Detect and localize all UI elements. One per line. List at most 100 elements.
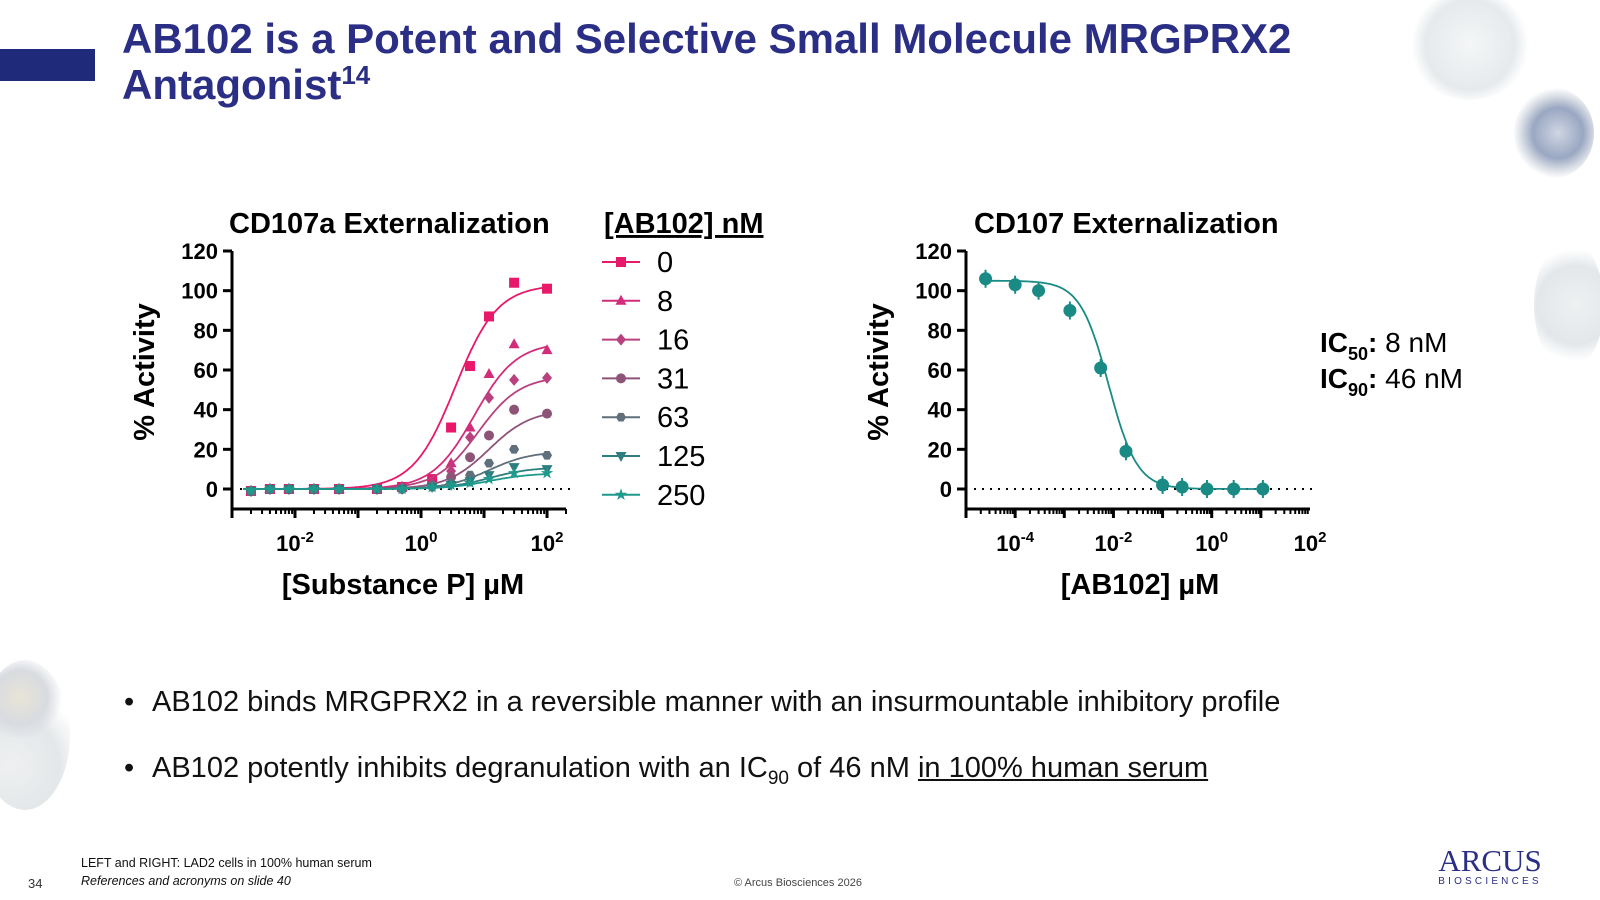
legend-label-125: 125: [657, 441, 705, 473]
right-point: [1156, 478, 1170, 492]
legend-marker-31: [616, 373, 626, 384]
right-y-tick-label: 0: [940, 477, 952, 502]
left-point-250: [395, 482, 409, 495]
bullet-list: • AB102 binds MRGPRX2 in a reversible man…: [118, 682, 1538, 814]
left-y-tick-label: 40: [194, 398, 218, 423]
legend-marker-250: [614, 488, 628, 501]
right-point: [1094, 361, 1108, 375]
left-y-tick-label: 80: [194, 318, 218, 343]
left-point-0: [484, 311, 495, 322]
cell-illustration-left: [0, 660, 70, 810]
left-point-63: [542, 450, 553, 460]
right-y-tick-label: 120: [915, 239, 952, 264]
logo-wordmark: ARCUS: [1438, 843, 1542, 878]
right-point: [1008, 278, 1022, 292]
right-point: [1256, 482, 1270, 496]
logo-subtitle: BIOSCIENCES: [1438, 876, 1542, 887]
right-x-tick-label: 10-4: [996, 529, 1034, 556]
left-point-63: [509, 445, 520, 454]
left-point-16: [484, 391, 495, 404]
left-point-8: [483, 367, 495, 378]
legend-label-0: 0: [657, 247, 673, 279]
left-chart-plot: [243, 277, 554, 497]
right-point: [979, 272, 993, 286]
left-chart-xlabel: [Substance P] µM: [282, 569, 524, 601]
right-point: [1227, 482, 1241, 496]
left-point-250: [444, 478, 458, 491]
right-chart-xlabel: [AB102] µM: [1061, 569, 1220, 601]
left-point-250: [307, 482, 321, 495]
right-fit-curve: [980, 279, 1263, 490]
right-point: [1119, 444, 1133, 458]
left-fit-curve-16: [243, 379, 548, 490]
legend-label-16: 16: [657, 325, 689, 357]
left-point-0: [465, 361, 476, 372]
left-point-250: [370, 482, 384, 495]
left-point-16: [509, 373, 520, 386]
left-point-250: [244, 484, 258, 497]
legend-label-31: 31: [657, 363, 689, 395]
left-chart-axes: 0 20 40 60 80 100 120 10-2 100 102: [181, 239, 572, 556]
legend-label-250: 250: [657, 480, 705, 512]
left-legend-title: [AB102] nM: [604, 208, 764, 240]
left-point-8: [445, 457, 457, 468]
left-point-31: [465, 452, 476, 463]
bullet-2-text-mid: of 46 nM: [788, 752, 918, 784]
left-point-0: [542, 283, 553, 294]
left-fit-curve-0: [243, 286, 548, 490]
bullet-item-2: • AB102 potently inhibits degranulation w…: [124, 752, 1209, 789]
legend-marker-63: [616, 412, 626, 422]
title-reference-superscript: 14: [341, 60, 371, 90]
legend-marker-125: [615, 452, 627, 462]
bullet-1-text: AB102 binds MRGPRX2 in a reversible mann…: [152, 686, 1281, 718]
left-fit-curve-250: [243, 473, 547, 490]
ic-annotation-90: IC90: 46 nM: [1320, 363, 1463, 400]
legend-label-8: 8: [657, 286, 673, 318]
slide-title: AB102 is a Potent and Selective Small Mo…: [122, 15, 1292, 108]
left-point-250: [282, 482, 296, 495]
left-y-tick-label: 120: [181, 239, 218, 264]
left-point-250: [540, 466, 554, 479]
right-y-tick-label: 40: [928, 398, 952, 423]
right-y-tick-label: 60: [928, 358, 952, 383]
arcus-logo: ARCUS BIOSCIENCES: [1428, 843, 1552, 888]
legend-marker-0: [616, 257, 626, 267]
right-point: [1175, 480, 1189, 494]
right-chart-ab102: CD107 Externalization % Activity [AB102]…: [863, 208, 1463, 601]
left-point-250: [482, 472, 496, 485]
footnote-cells: LEFT and RIGHT: LAD2 cells in 100% human…: [81, 856, 372, 870]
legend-marker-8: [615, 294, 627, 305]
right-chart-title: CD107 Externalization: [974, 208, 1279, 240]
left-point-8: [508, 338, 520, 349]
left-chart-ylabel: % Activity: [129, 303, 161, 441]
right-chart-ylabel: % Activity: [863, 303, 895, 441]
right-x-tick-label: 10-2: [1095, 529, 1133, 556]
left-y-tick-label: 60: [194, 358, 218, 383]
left-chart-legend: 0 8 16 31 63 125 250: [602, 247, 705, 512]
right-y-tick-label: 80: [928, 318, 952, 343]
copyright: © Arcus Biosciences 2026: [734, 877, 862, 889]
page-number: 34: [28, 876, 43, 891]
left-point-16: [542, 371, 553, 384]
left-point-8: [541, 344, 553, 355]
bullet-2-underlined: in 100% human serum: [917, 752, 1209, 784]
left-x-tick-label: 100: [405, 529, 438, 556]
right-y-tick-label: 20: [928, 437, 952, 462]
bullet-item-1: • AB102 binds MRGPRX2 in a reversible man…: [124, 686, 1281, 718]
left-point-0: [446, 422, 457, 433]
cell-illustration-right-blue: [1514, 88, 1594, 178]
left-point-250: [263, 482, 277, 495]
left-point-250: [463, 476, 477, 489]
left-fit-curve-8: [243, 345, 548, 490]
cell-illustration-top-right: [1410, 0, 1530, 100]
left-point-250: [425, 480, 439, 493]
legend-marker-16: [616, 333, 626, 346]
footnote-references: References and acronyms on slide 40: [81, 874, 291, 888]
right-chart-plot: [979, 269, 1270, 498]
left-chart-title: CD107a Externalization: [229, 208, 550, 240]
left-point-31: [509, 404, 520, 415]
left-y-tick-label: 100: [181, 279, 218, 304]
right-x-tick-label: 102: [1294, 529, 1327, 556]
left-point-0: [509, 277, 520, 288]
